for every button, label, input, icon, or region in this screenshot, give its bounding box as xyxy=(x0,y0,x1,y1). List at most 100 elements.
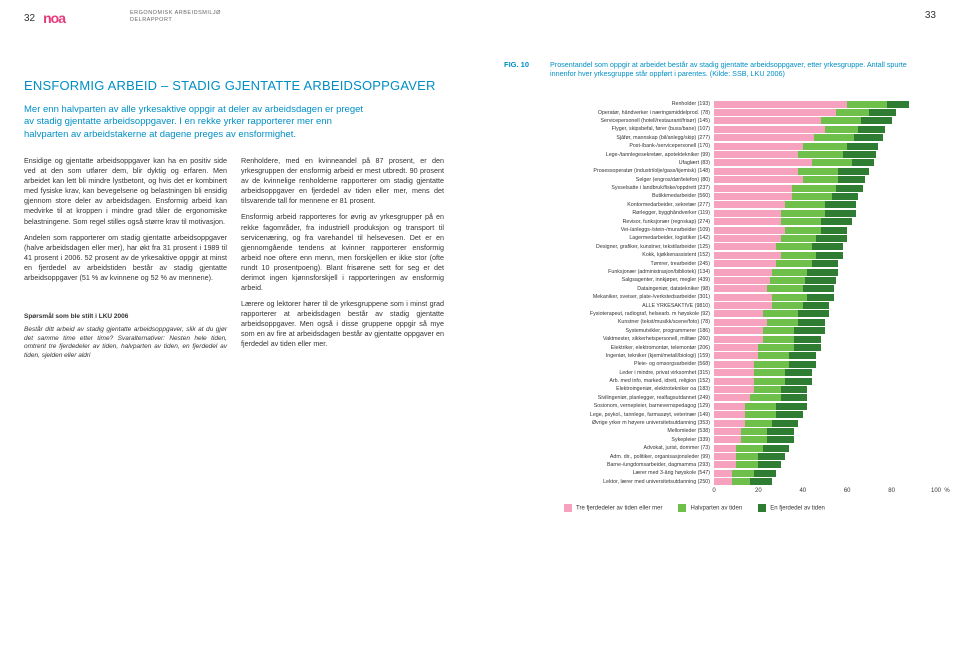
row-bars xyxy=(714,386,936,393)
row-label: Øvrige yrker m høyere universitetsutdann… xyxy=(504,420,714,426)
bar-segment xyxy=(854,134,883,141)
row-label: Flyger, skipsbefal, fører (buss/bane) (1… xyxy=(504,126,714,132)
bar-segment xyxy=(789,352,816,359)
row-bars xyxy=(714,151,936,158)
bar-segment xyxy=(798,168,838,175)
logo: noa xyxy=(43,10,65,26)
bar-segment xyxy=(714,243,776,250)
row-label: Sivilingeniør, planlegger, realfagsutdan… xyxy=(504,395,714,401)
bar-segment xyxy=(714,117,821,124)
row-bars xyxy=(714,302,936,309)
legend-swatch xyxy=(758,504,766,512)
bar-segment xyxy=(861,117,892,124)
row-label: Designer, grafiker, kunstner, tekstilarb… xyxy=(504,244,714,250)
bar-segment xyxy=(714,378,754,385)
question-box: Spørsmål som ble stilt i LKU 2006 Består… xyxy=(24,313,227,361)
row-label: Selger (engros/dør/telefon) (80) xyxy=(504,177,714,183)
row-label: Renholder (193) xyxy=(504,101,714,107)
row-label: Vei-/anleggs-/stein-/murarbeider (109) xyxy=(504,227,714,233)
bar-segment xyxy=(821,218,852,225)
bar-segment xyxy=(807,269,838,276)
row-bars xyxy=(714,420,936,427)
row-bars xyxy=(714,143,936,150)
bar-segment xyxy=(750,394,781,401)
row-label: Kontormedarbeider, sekretær (277) xyxy=(504,202,714,208)
page-right: 33 FIG. 10 Prosentandel som oppgir at ar… xyxy=(480,0,960,646)
row-label: Barne-/ungdomsarbeider, dagmamma (293) xyxy=(504,462,714,468)
bar-segment xyxy=(714,193,792,200)
bar-segment xyxy=(781,235,817,242)
bar-segment xyxy=(821,227,848,234)
bar-segment xyxy=(736,453,758,460)
bar-segment xyxy=(714,470,732,477)
axis-tick-label: 60 xyxy=(844,488,851,494)
bar-segment xyxy=(798,310,829,317)
row-bars xyxy=(714,336,936,343)
bar-segment xyxy=(714,151,798,158)
column-2: Renholdere, med en kvinneandel på 87 pro… xyxy=(241,156,444,361)
row-bars xyxy=(714,109,936,116)
row-bars xyxy=(714,344,936,351)
bar-segment xyxy=(814,134,854,141)
bar-segment xyxy=(832,193,859,200)
bar-segment xyxy=(714,411,745,418)
chart-row: Designer, grafiker, kunstner, tekstilarb… xyxy=(504,243,936,251)
chart-row: Elektroingeniør, elektrotekniker oa (183… xyxy=(504,385,936,393)
bar-segment xyxy=(714,159,812,166)
chart-row: Mekaniker, sveiser, plate-/verkstedsarbe… xyxy=(504,293,936,301)
chart-row: Ufaglært (83) xyxy=(504,159,936,167)
bar-segment xyxy=(785,369,812,376)
chart-row: Kontormedarbeider, sekretær (277) xyxy=(504,201,936,209)
bar-segment xyxy=(763,327,794,334)
row-label: Pleie- og omsorgsarbeider (568) xyxy=(504,361,714,367)
bar-segment xyxy=(714,126,825,133)
bar-segment xyxy=(776,403,807,410)
chart-row: Barne-/ungdomsarbeider, dagmamma (293) xyxy=(504,461,936,469)
body-paragraph: Renholdere, med en kvinneandel på 87 pro… xyxy=(241,156,444,206)
chart-row: Arb. med info, marked, idrett, religion … xyxy=(504,377,936,385)
row-label: Lagermedarbeider, logistiker (142) xyxy=(504,235,714,241)
chart-rows: Renholder (193)Operatør, håndverker i næ… xyxy=(504,100,936,486)
chart-row: Flyger, skipsbefal, fører (buss/bane) (1… xyxy=(504,125,936,133)
bar-segment xyxy=(714,403,745,410)
axis-unit: % xyxy=(944,488,949,494)
bar-segment xyxy=(776,260,812,267)
chart-row: Leder i mindre, privat virksomhet (315) xyxy=(504,369,936,377)
chart-row: Prosessoperatør (industri/olje/gass/kjem… xyxy=(504,167,936,175)
bar-segment xyxy=(736,461,758,468)
row-label: ALLE YRKESAKTIVE (9810) xyxy=(504,303,714,309)
chart-row: Tømrer, trearbeider (245) xyxy=(504,259,936,267)
row-label: Leder i mindre, privat virksomhet (315) xyxy=(504,370,714,376)
row-bars xyxy=(714,436,936,443)
bar-segment xyxy=(714,285,767,292)
bar-segment xyxy=(754,361,790,368)
bar-segment xyxy=(803,285,834,292)
row-bars xyxy=(714,352,936,359)
row-bars xyxy=(714,294,936,301)
bar-segment xyxy=(852,159,874,166)
intro-paragraph: Mer enn halvparten av alle yrkesaktive o… xyxy=(24,104,364,142)
bar-segment xyxy=(772,302,803,309)
bar-segment xyxy=(714,461,736,468)
bar-segment xyxy=(772,269,808,276)
row-label: Elektroingeniør, elektrotekniker oa (183… xyxy=(504,386,714,392)
row-bars xyxy=(714,243,936,250)
bar-segment xyxy=(812,243,843,250)
bar-segment xyxy=(838,176,865,183)
row-bars xyxy=(714,310,936,317)
bar-segment xyxy=(714,352,758,359)
chart-row: Vei-/anleggs-/stein-/murarbeider (109) xyxy=(504,226,936,234)
bar-segment xyxy=(847,143,878,150)
chart-row: Vaktmester, sikkerhetspersonell, militær… xyxy=(504,335,936,343)
figure-caption: Prosentandel som oppgir at arbeidet best… xyxy=(550,60,910,79)
bar-segment xyxy=(781,210,825,217)
axis-labels: 020406080100% xyxy=(714,488,936,500)
bar-segment xyxy=(825,210,856,217)
bar-segment xyxy=(798,319,825,326)
row-label: Servicepersonell (hotell/restaurant/fris… xyxy=(504,118,714,124)
row-label: Sjåfør, mannskap (bil/anlegg/skip) (277) xyxy=(504,135,714,141)
bar-segment xyxy=(785,378,812,385)
bar-segment xyxy=(714,428,741,435)
bar-segment xyxy=(781,218,821,225)
bar-segment xyxy=(805,277,836,284)
